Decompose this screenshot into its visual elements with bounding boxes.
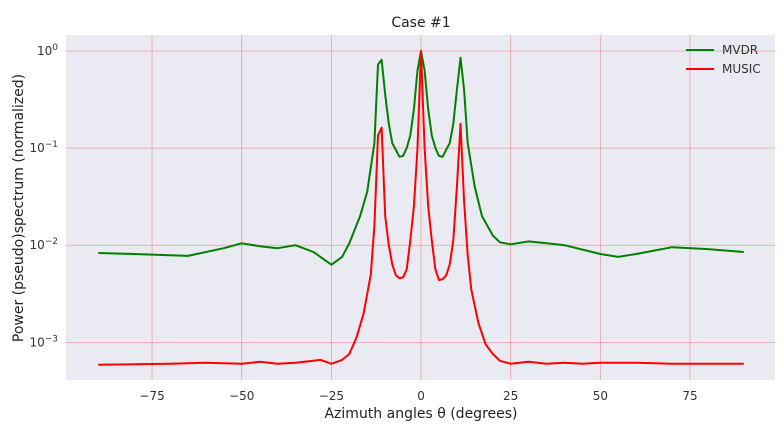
y-tick-label: 100 — [37, 43, 58, 58]
y-tick-label: 10−2 — [29, 237, 58, 252]
x-tick-label: −75 — [139, 389, 164, 403]
x-tick-label: 25 — [503, 389, 518, 403]
y-axis-label: Power (pseudo)spectrum (normalized) — [11, 74, 27, 342]
chart-title: Case #1 — [391, 15, 450, 31]
x-tick-label: −25 — [319, 389, 344, 403]
x-tick-label: 0 — [417, 389, 425, 403]
legend-label-music: MUSIC — [722, 62, 761, 76]
x-axis-label: Azimuth angles θ (degrees) — [324, 406, 517, 422]
series-line-music — [98, 50, 744, 366]
y-tick-label: 10−1 — [29, 140, 58, 155]
x-tick-label: −50 — [229, 389, 254, 403]
x-tick-label: 50 — [593, 389, 608, 403]
legend: MVDR MUSIC — [686, 43, 761, 76]
x-tick-label: 75 — [682, 389, 697, 403]
legend-label-mvdr: MVDR — [722, 43, 758, 57]
y-tick-label: 10−3 — [29, 334, 58, 349]
